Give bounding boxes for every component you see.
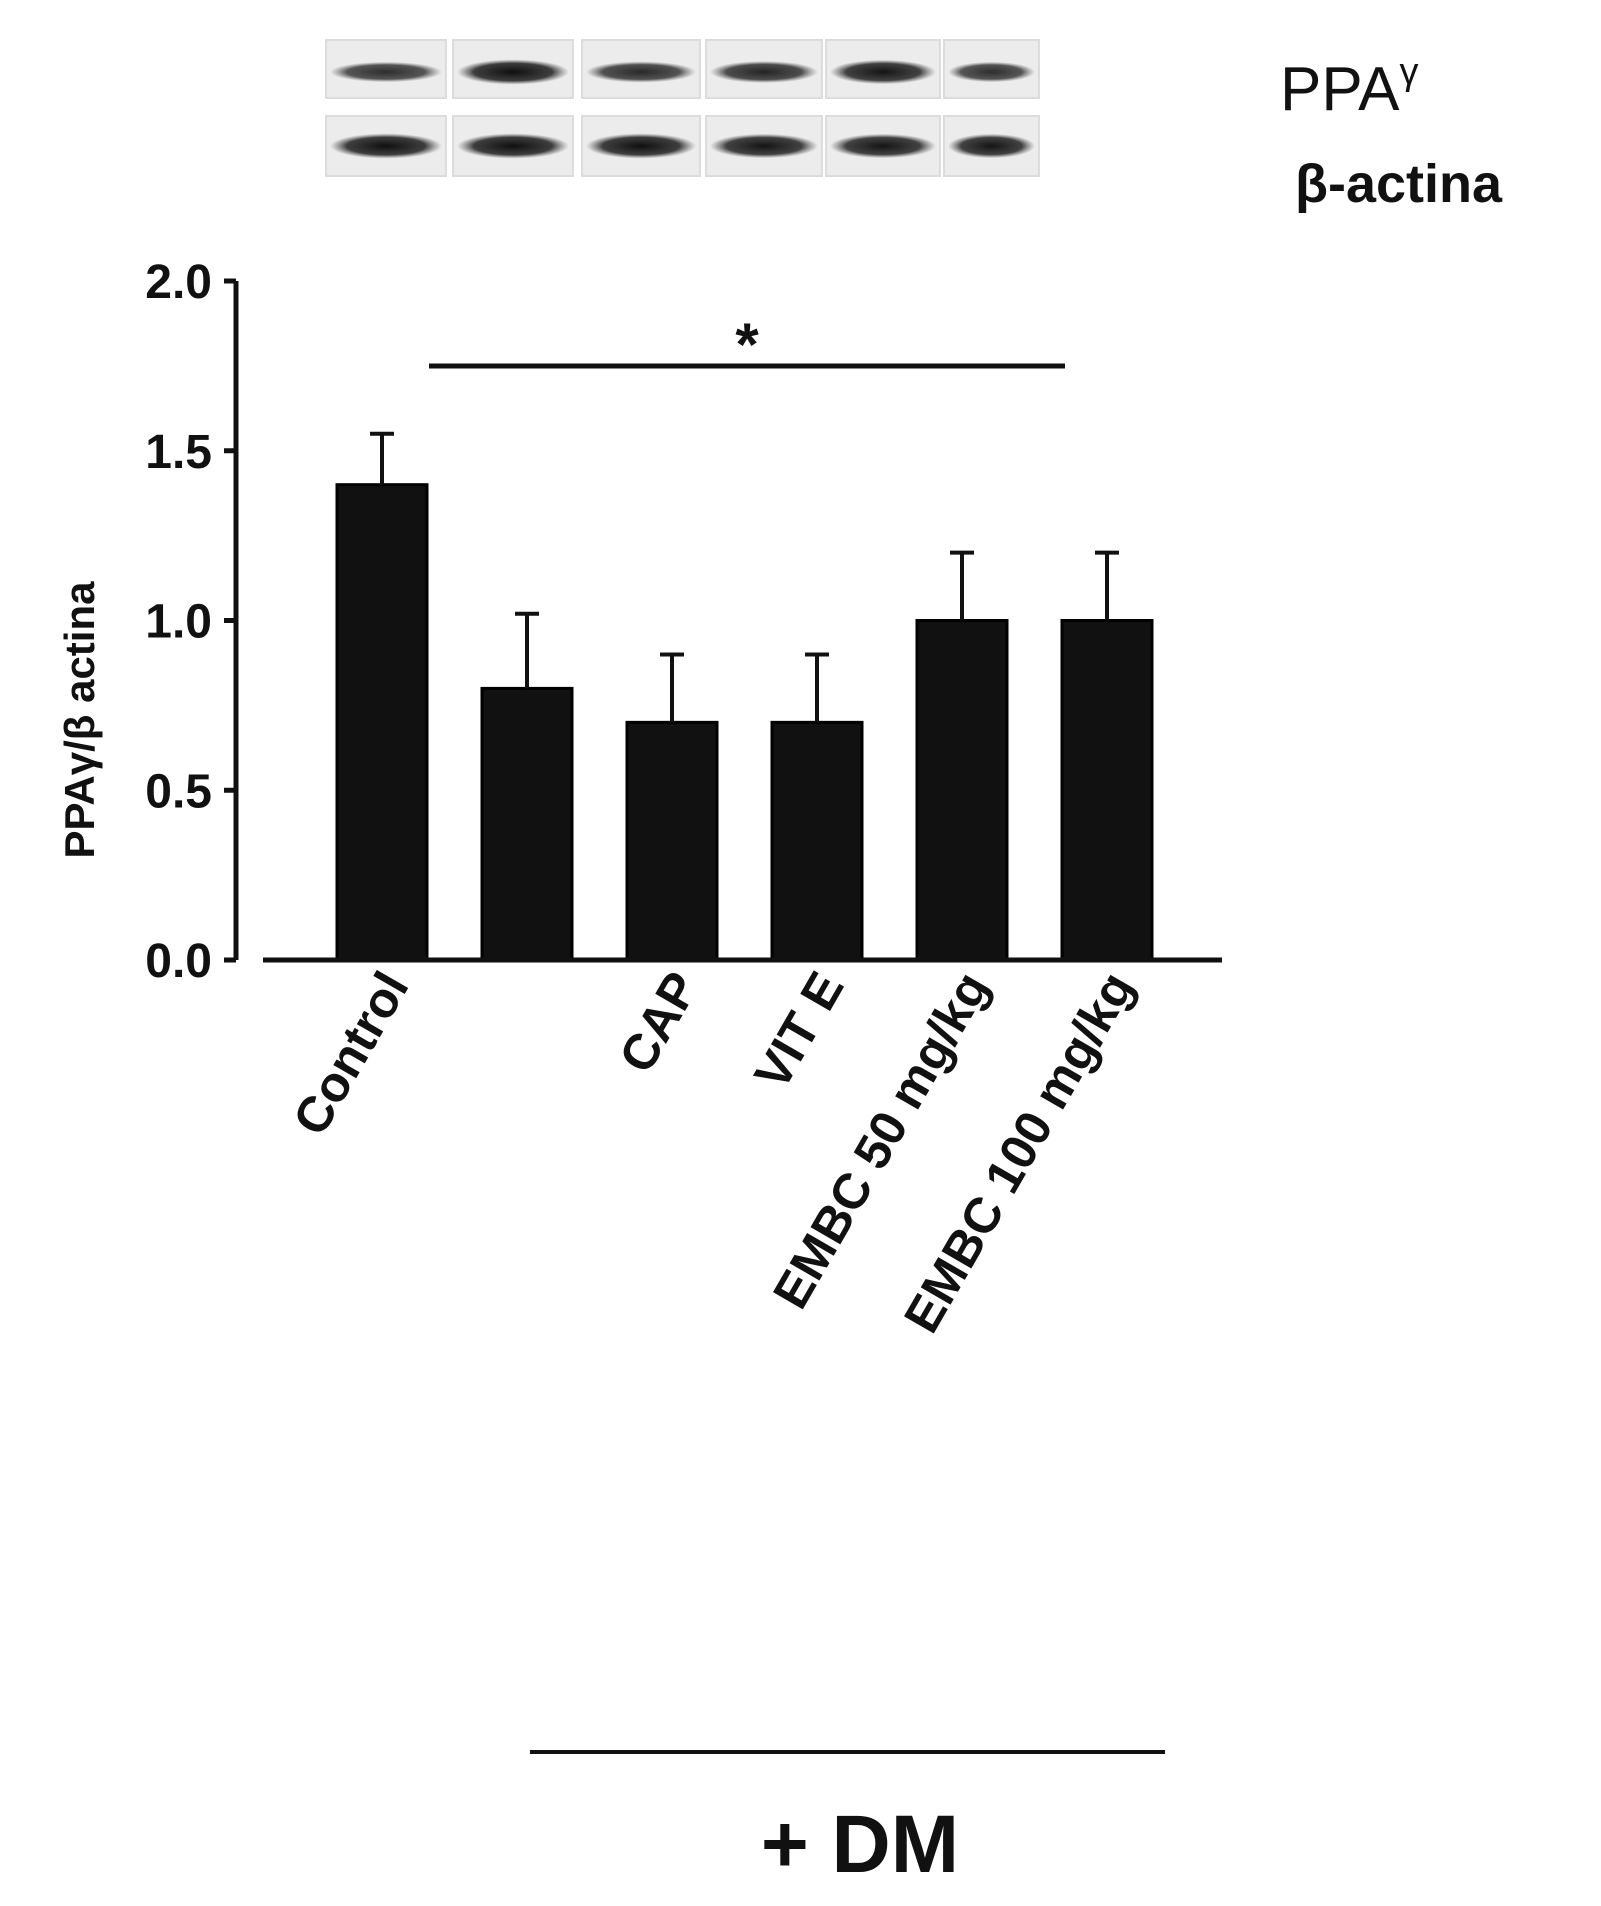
x-tick-label: VIT E: [744, 963, 855, 1099]
bar: [625, 720, 719, 962]
blot-band: [330, 133, 442, 159]
group-label: + DM: [761, 1799, 959, 1890]
western-blot: PPAγ β-actina: [325, 39, 1503, 214]
blot-band: [710, 61, 818, 83]
bar: [915, 619, 1009, 962]
significance-asterisk: *: [735, 311, 759, 378]
blot-band: [330, 61, 442, 83]
blot-label-superscript: γ: [1399, 51, 1418, 93]
blot-band: [586, 61, 696, 83]
bar: [480, 686, 574, 962]
y-tick-label: 2.0: [145, 256, 212, 309]
blot-band: [948, 61, 1035, 83]
blot-label-beta-actin: β-actina: [1295, 154, 1503, 214]
blot-label-ppar-gamma: PPAγ: [1280, 51, 1418, 124]
y-tick-label: 1.5: [145, 426, 212, 479]
blot-band: [457, 133, 569, 159]
bars: [335, 483, 1154, 962]
blot-band: [830, 59, 936, 85]
blot-band: [457, 59, 569, 85]
y-tick-label: 0.5: [145, 765, 212, 818]
bar: [1060, 619, 1154, 962]
blot-row-beta-actin: [325, 115, 1040, 177]
blot-band: [948, 133, 1035, 159]
y-tick-label: 1.0: [145, 596, 212, 649]
bar-chart: 0.0 0.5 1.0 1.5 2.0 PPAγ/β actina Control CAP…: [56, 256, 1222, 1890]
x-tick-label: CAP: [608, 963, 709, 1082]
y-axis-label: PPAγ/β actina: [56, 581, 103, 859]
y-tick-label: 0.0: [145, 935, 212, 988]
blot-row-ppar-gamma: [325, 39, 1040, 99]
y-tick-labels: 0.0 0.5 1.0 1.5 2.0: [145, 256, 212, 988]
bar: [335, 483, 429, 962]
bar: [770, 720, 864, 962]
blot-band: [586, 133, 696, 159]
error-bars: [370, 431, 1119, 723]
x-tick-label: Control: [282, 963, 419, 1145]
blot-band: [830, 133, 936, 159]
y-axis: [224, 278, 239, 963]
blot-band: [710, 133, 818, 159]
